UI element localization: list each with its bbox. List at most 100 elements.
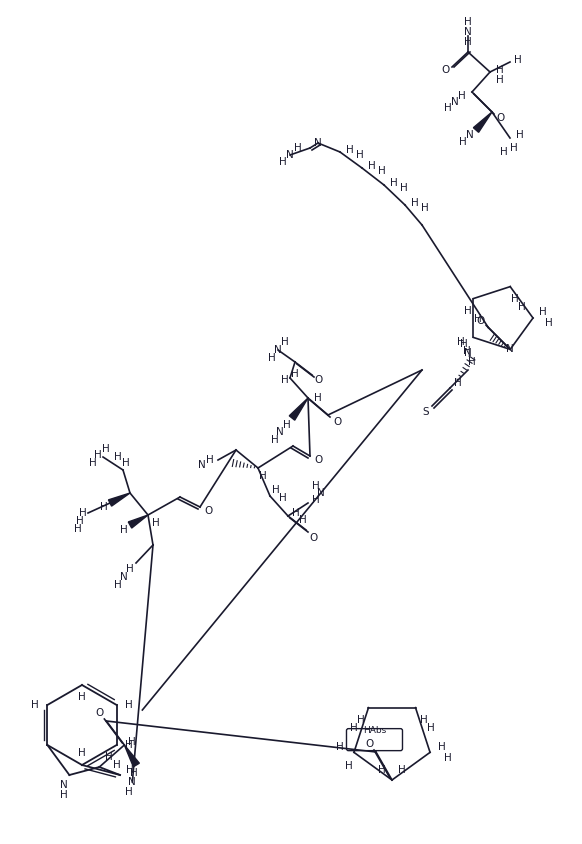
Text: H: H	[268, 353, 276, 363]
Text: H: H	[516, 130, 524, 140]
Text: N: N	[120, 572, 128, 582]
Text: H: H	[79, 508, 87, 518]
Polygon shape	[289, 398, 308, 420]
Text: N: N	[129, 777, 136, 787]
Text: H: H	[398, 765, 406, 775]
Text: H: H	[514, 55, 522, 65]
Text: H: H	[283, 420, 291, 430]
Text: H: H	[438, 743, 446, 752]
Text: H: H	[356, 150, 364, 160]
Text: H: H	[411, 198, 419, 208]
Text: H: H	[291, 369, 299, 379]
Text: H: H	[312, 481, 320, 491]
Text: H: H	[89, 458, 97, 468]
Text: N: N	[464, 348, 472, 358]
Text: H: H	[259, 471, 267, 481]
Text: H: H	[350, 722, 357, 733]
Text: H: H	[378, 765, 386, 775]
Text: O: O	[95, 708, 104, 718]
Text: H: H	[496, 65, 504, 75]
Text: O: O	[365, 739, 373, 749]
Polygon shape	[128, 515, 148, 528]
Text: S: S	[423, 407, 430, 417]
Text: H: H	[61, 790, 68, 800]
Text: H: H	[281, 375, 289, 385]
Text: N: N	[464, 27, 472, 37]
Text: O: O	[333, 417, 341, 427]
Text: H: H	[474, 314, 482, 323]
Text: H: H	[496, 75, 504, 85]
Text: H: H	[100, 502, 108, 512]
Text: H: H	[120, 525, 128, 535]
Text: H: H	[457, 338, 465, 348]
Text: HAbs: HAbs	[363, 726, 386, 735]
Text: H: H	[444, 754, 452, 763]
Text: H: H	[464, 17, 472, 27]
Text: N: N	[274, 345, 282, 355]
Text: H: H	[368, 161, 376, 171]
Text: H: H	[76, 516, 84, 526]
Text: H: H	[459, 137, 467, 147]
Text: H: H	[281, 337, 289, 347]
Text: N: N	[314, 138, 322, 148]
Text: H: H	[272, 485, 280, 495]
Text: H: H	[460, 339, 468, 349]
Text: H: H	[105, 752, 113, 762]
Text: H: H	[279, 157, 287, 167]
Text: H: H	[378, 166, 386, 176]
Text: N: N	[451, 97, 459, 107]
Text: O: O	[441, 65, 449, 75]
Text: H: H	[130, 768, 139, 778]
Text: H: H	[271, 435, 279, 445]
Text: H: H	[427, 722, 434, 733]
Text: H: H	[152, 518, 160, 528]
Text: H: H	[74, 524, 82, 534]
Text: N: N	[198, 460, 206, 470]
Text: H: H	[500, 147, 508, 157]
Text: H: H	[420, 715, 427, 725]
Text: H: H	[336, 743, 344, 752]
Text: H: H	[444, 103, 452, 113]
FancyBboxPatch shape	[346, 728, 403, 750]
Text: H: H	[125, 740, 133, 750]
Text: H: H	[421, 203, 429, 213]
Text: H: H	[346, 145, 354, 155]
Text: H: H	[114, 580, 122, 590]
Text: H: H	[31, 700, 39, 710]
Text: O: O	[496, 113, 504, 123]
Text: N: N	[466, 130, 474, 140]
Text: H: H	[357, 715, 364, 725]
Text: H: H	[113, 760, 121, 770]
Text: H: H	[400, 183, 408, 193]
Text: H: H	[314, 393, 322, 403]
Text: H: H	[345, 761, 353, 771]
Text: H: H	[114, 452, 122, 462]
Text: H: H	[299, 515, 307, 525]
Text: H: H	[539, 307, 547, 317]
Polygon shape	[108, 493, 130, 506]
Text: H: H	[122, 458, 130, 468]
Text: N: N	[61, 780, 68, 790]
Text: H: H	[510, 143, 518, 153]
Text: H: H	[129, 737, 136, 747]
Polygon shape	[473, 112, 492, 133]
Text: H: H	[454, 378, 462, 388]
Text: O: O	[204, 506, 212, 516]
Text: H: H	[78, 748, 86, 758]
Text: H: H	[279, 493, 287, 503]
Text: O: O	[314, 375, 322, 385]
Text: H: H	[463, 346, 471, 356]
Text: H: H	[294, 143, 302, 153]
Polygon shape	[125, 745, 139, 767]
Text: H: H	[458, 91, 466, 101]
Text: H: H	[292, 508, 300, 518]
Text: H: H	[126, 564, 134, 574]
Text: H: H	[390, 178, 398, 188]
Text: H: H	[102, 444, 110, 454]
Text: N: N	[506, 344, 514, 354]
Text: H: H	[464, 37, 472, 47]
Text: H: H	[94, 450, 102, 460]
Text: H: H	[78, 692, 86, 702]
Text: O: O	[314, 455, 322, 465]
Text: N: N	[276, 427, 284, 437]
